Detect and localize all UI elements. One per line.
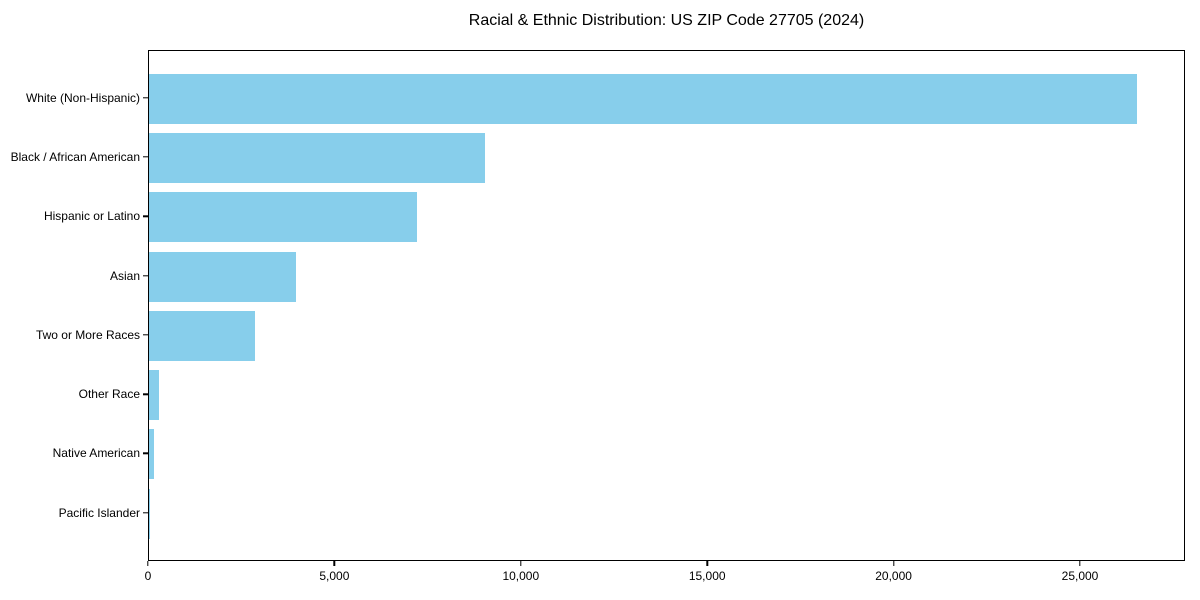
bar-two-or-more-races: [149, 310, 256, 361]
plot-area: [148, 50, 1185, 561]
y-axis-label-white-non-hispanic: White (Non-Hispanic): [25, 90, 140, 105]
x-tick-mark: [706, 561, 708, 566]
x-tick-mark: [520, 561, 522, 566]
y-axis-label-asian: Asian: [109, 268, 140, 283]
y-axis-label-pacific-islander: Pacific Islander: [58, 505, 140, 520]
x-tick-label: 20,000: [875, 569, 912, 583]
y-tick-mark: [143, 334, 148, 336]
bar-pacific-islander: [149, 488, 150, 539]
x-tick-label: 25,000: [1061, 569, 1099, 583]
y-axis-label-native-american: Native American: [52, 446, 140, 461]
x-tick-label: 10,000: [502, 569, 540, 583]
y-axis-label-black-african-american: Black / African American: [10, 149, 140, 164]
y-axis-label-hispanic-or-latino: Hispanic or Latino: [43, 209, 140, 224]
y-tick-mark: [143, 452, 148, 455]
x-tick-label: 0: [144, 569, 152, 583]
x-tick-label: 15,000: [688, 569, 726, 583]
bar-other-race: [149, 370, 160, 421]
y-axis-label-two-or-more-races: Two or More Races: [35, 327, 140, 342]
x-tick-label: 5,000: [319, 569, 350, 583]
bar-asian: [149, 251, 297, 302]
x-tick-mark: [892, 561, 895, 566]
bar-black-african-american: [149, 132, 485, 183]
x-tick-mark: [333, 561, 336, 566]
chart-title: Racial & Ethnic Distribution: US ZIP Cod…: [468, 12, 865, 29]
y-axis-label-other-race: Other Race: [78, 387, 140, 402]
y-tick-mark: [143, 393, 148, 395]
y-tick-mark: [143, 96, 148, 99]
y-tick-mark: [143, 215, 148, 217]
bar-hispanic-or-latino: [149, 192, 417, 243]
bar-white-non-hispanic: [149, 73, 1137, 124]
x-tick-mark: [1079, 561, 1081, 566]
y-tick-mark: [143, 156, 148, 158]
x-tick-mark: [147, 561, 149, 566]
bar-native-american: [149, 429, 154, 480]
y-tick-mark: [143, 274, 148, 277]
y-tick-mark: [143, 512, 148, 514]
